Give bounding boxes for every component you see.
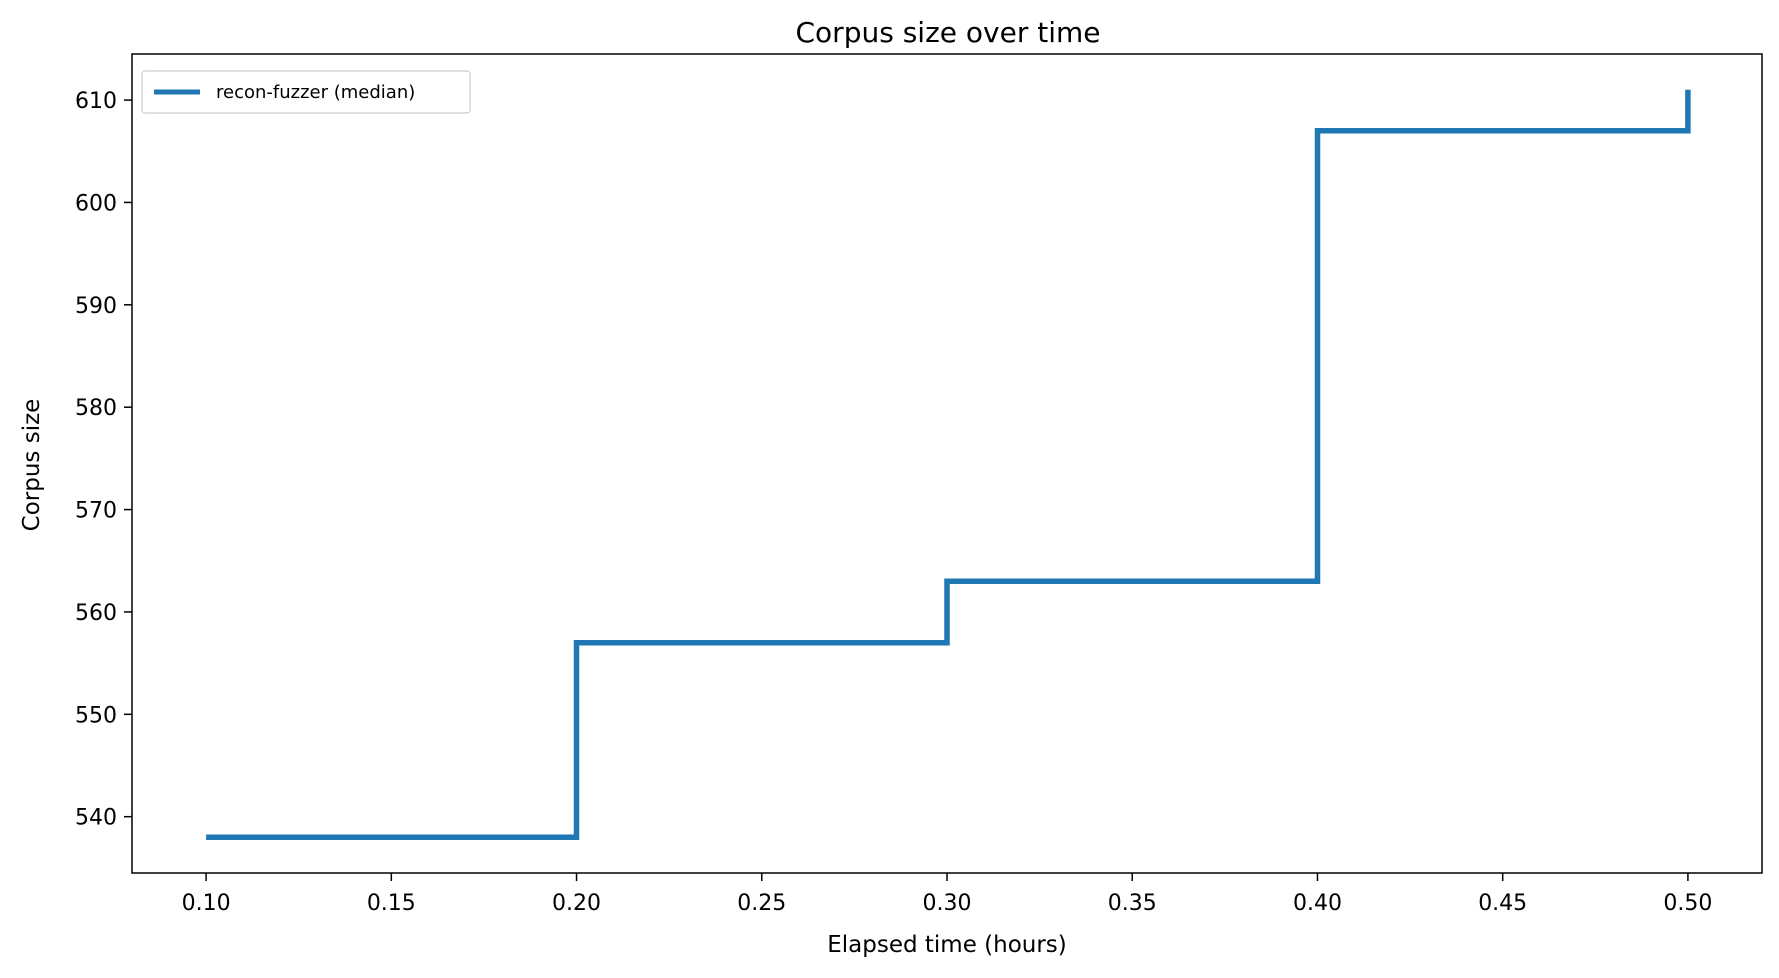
x-tick-label: 0.10 xyxy=(182,891,231,916)
legend-frame xyxy=(141,70,471,114)
x-tick-label: 0.30 xyxy=(923,891,972,916)
series-line xyxy=(206,89,1691,840)
y-tick-label: 610 xyxy=(75,89,117,114)
x-tick-label: 0.15 xyxy=(367,891,416,916)
x-tick-label: 0.35 xyxy=(1108,891,1157,916)
x-tick-label: 0.50 xyxy=(1663,891,1712,916)
x-tick-label: 0.25 xyxy=(737,891,786,916)
y-axis-label: Corpus size xyxy=(19,399,45,532)
x-tick-label: 0.40 xyxy=(1293,891,1342,916)
y-tick-label: 570 xyxy=(75,499,117,524)
x-axis-ticks: 0.10 0.15 0.20 0.25 0.30 0.35 0.40 0.45 0.50 xyxy=(182,873,1712,916)
y-axis-ticks: 540 550 560 570 580 590 600 610 xyxy=(75,89,132,831)
x-axis-label: Elapsed time (hours) xyxy=(827,932,1067,958)
y-tick-label: 540 xyxy=(75,806,117,831)
series-layer xyxy=(206,89,1691,840)
y-tick-label: 550 xyxy=(75,703,117,728)
x-tick-label: 0.20 xyxy=(552,891,601,916)
y-tick-label: 560 xyxy=(75,601,117,626)
legend: recon-fuzzer (median) xyxy=(141,70,471,114)
y-tick-label: 600 xyxy=(75,191,117,216)
y-tick-label: 590 xyxy=(75,294,117,319)
chart-title: Corpus size over time xyxy=(796,16,1101,49)
x-tick-label: 0.45 xyxy=(1478,891,1527,916)
y-tick-label: 580 xyxy=(75,396,117,421)
legend-label: recon-fuzzer (median) xyxy=(216,82,415,103)
